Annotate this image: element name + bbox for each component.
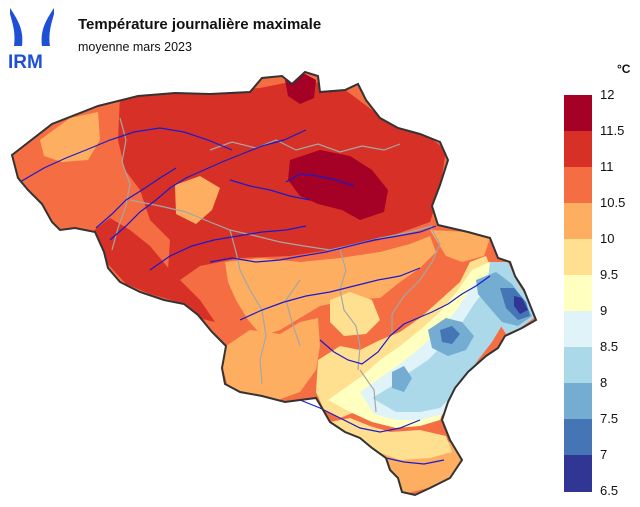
legend-tick-label: 8.5 bbox=[600, 339, 619, 354]
zone-10-10-5-center bbox=[225, 236, 436, 336]
legend-swatch bbox=[564, 311, 592, 348]
legend-swatch bbox=[564, 203, 592, 240]
province-boundaries bbox=[111, 117, 441, 413]
legend-swatch bbox=[564, 239, 592, 276]
legend-tick-label: 12 bbox=[600, 87, 615, 102]
color-legend bbox=[564, 95, 592, 492]
zone-10-10-5-south bbox=[222, 318, 320, 400]
zone-7-7-5-plateau bbox=[440, 326, 460, 344]
logo-swoosh-left bbox=[10, 8, 23, 46]
legend-swatch bbox=[564, 455, 592, 492]
map-title: Température journalière maximale bbox=[78, 16, 322, 33]
rivers bbox=[19, 127, 491, 465]
zone-11-11-5-west bbox=[92, 218, 215, 322]
legend-swatch bbox=[564, 167, 592, 204]
legend-tick-label: 11 bbox=[600, 159, 614, 174]
legend-swatch bbox=[564, 95, 592, 132]
legend-tick-label: 7.5 bbox=[600, 411, 619, 426]
legend-unit: °C bbox=[617, 62, 631, 76]
logo-text: IRM bbox=[8, 52, 43, 72]
zone-10-10-5-east bbox=[430, 230, 490, 262]
zone-7-5-8-saint-hubert bbox=[392, 366, 412, 392]
map-subtitle: moyenne mars 2023 bbox=[78, 40, 192, 54]
country-border bbox=[10, 70, 538, 497]
legend-tick-label: 6.5 bbox=[600, 483, 619, 498]
logo-swoosh-right bbox=[41, 8, 54, 46]
legend-swatch bbox=[564, 275, 592, 312]
irm-logo: IRM bbox=[8, 8, 54, 72]
legend-tick-label: 10.5 bbox=[600, 195, 626, 210]
zone-10-10-5-coast bbox=[40, 112, 100, 162]
belgium-temperature-map bbox=[10, 70, 538, 497]
legend-tick-label: 9 bbox=[600, 303, 608, 318]
legend-swatch bbox=[564, 419, 592, 456]
legend-tick-label: 8 bbox=[600, 375, 608, 390]
legend-tick-label: 11.5 bbox=[600, 123, 625, 138]
zone-11-5-12-center bbox=[288, 150, 388, 220]
legend-swatch bbox=[564, 383, 592, 420]
legend-tick-label: 10 bbox=[600, 231, 615, 246]
zone-6-5-7-botrange bbox=[514, 296, 528, 314]
legend-swatch bbox=[564, 131, 592, 168]
legend-swatch bbox=[564, 347, 592, 384]
legend-tick-label: 9.5 bbox=[600, 267, 619, 282]
legend-tick-label: 7 bbox=[600, 447, 608, 462]
zone-11-11-5-north bbox=[118, 80, 446, 280]
